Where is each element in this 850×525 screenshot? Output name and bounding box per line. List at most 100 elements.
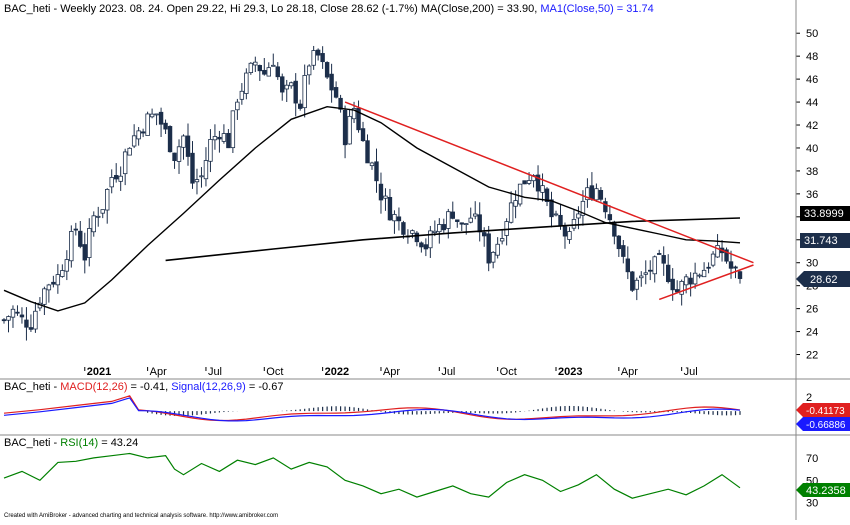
candle-body bbox=[495, 243, 500, 256]
candle-body bbox=[297, 103, 303, 109]
candle-body bbox=[558, 214, 563, 226]
x-axis-tick-label: Oct bbox=[500, 366, 517, 378]
candle-body bbox=[468, 217, 473, 223]
candle-body bbox=[616, 235, 622, 250]
candle-body bbox=[306, 65, 312, 76]
candle-body bbox=[239, 90, 245, 100]
signal-tag-text: -0.66886 bbox=[806, 420, 846, 431]
candle-body bbox=[369, 162, 375, 167]
ma50-tag-text: 31.743 bbox=[804, 235, 838, 247]
candle-body bbox=[378, 183, 384, 201]
candle-body bbox=[517, 183, 523, 205]
signal-line bbox=[3, 397, 741, 422]
macd-tag: -0.41173 bbox=[796, 403, 850, 417]
candle-body bbox=[194, 179, 200, 183]
candle-body bbox=[652, 256, 657, 275]
candle-body bbox=[60, 270, 65, 277]
candle-body bbox=[226, 132, 231, 149]
candle-body bbox=[504, 221, 509, 236]
candle-body bbox=[69, 231, 74, 262]
candle-body bbox=[221, 133, 227, 142]
candle-body bbox=[167, 126, 173, 153]
candle-body bbox=[118, 175, 123, 182]
candle-body bbox=[28, 327, 34, 330]
rsi-tag: 43.2358 bbox=[796, 483, 850, 497]
candle-body bbox=[459, 222, 464, 225]
candle-body bbox=[513, 200, 518, 207]
macd-value: = -0.41, bbox=[128, 381, 172, 393]
candle-body bbox=[324, 62, 330, 78]
signal-label: Signal(12,26,9) bbox=[171, 381, 246, 393]
candle-body bbox=[423, 244, 429, 250]
rsi-line bbox=[3, 452, 741, 499]
candle-body bbox=[289, 82, 294, 87]
candle-body bbox=[82, 244, 87, 261]
candle-body bbox=[473, 213, 478, 217]
candle-body bbox=[113, 175, 119, 180]
candle-body bbox=[392, 214, 397, 222]
candle-body bbox=[625, 258, 631, 273]
macd-label: MACD(12,26) bbox=[60, 381, 127, 393]
candle-body bbox=[728, 261, 734, 269]
candle-body bbox=[55, 274, 61, 286]
candle-body bbox=[73, 228, 79, 231]
candle-body bbox=[127, 147, 132, 156]
ma50-tag: 31.743 bbox=[800, 233, 850, 248]
x-axis-tick-label: Oct bbox=[266, 366, 283, 378]
candle-body bbox=[275, 66, 280, 78]
candle-body bbox=[172, 152, 177, 162]
candle-body bbox=[208, 139, 213, 162]
rsi-header: BAC_heti - RSI(14) = 43.24 bbox=[4, 437, 138, 449]
x-axis-tick-label: 2021 bbox=[87, 366, 111, 378]
signal-tag: -0.66886 bbox=[796, 417, 850, 431]
candle-body bbox=[244, 72, 249, 94]
candle-body bbox=[145, 113, 150, 136]
price-y-tick-label: 46 bbox=[806, 74, 818, 86]
x-axis-tick-label: Jul bbox=[441, 366, 455, 378]
candle-body bbox=[499, 238, 505, 242]
candle-body bbox=[540, 185, 545, 193]
candle-body bbox=[661, 255, 666, 264]
candle-body bbox=[576, 213, 581, 219]
candle-body bbox=[692, 272, 698, 285]
candle-body bbox=[262, 69, 267, 75]
candle-body bbox=[589, 185, 595, 200]
candle-body bbox=[446, 211, 451, 229]
candle-body bbox=[733, 266, 738, 269]
candle-body bbox=[78, 230, 83, 247]
candle-body bbox=[163, 122, 168, 130]
price-y-tick-label: 22 bbox=[806, 350, 818, 362]
candle-body bbox=[154, 113, 159, 116]
macd-tag-text: -0.41173 bbox=[806, 406, 845, 417]
candle-body bbox=[607, 214, 613, 221]
candle-body bbox=[674, 289, 680, 293]
candle-body bbox=[639, 275, 644, 279]
candle-body bbox=[603, 201, 608, 213]
x-axis-tick-label: Apr bbox=[621, 366, 638, 378]
candle-body bbox=[131, 135, 137, 147]
candle-body bbox=[235, 101, 240, 111]
macd-line bbox=[3, 395, 741, 422]
candle-body bbox=[571, 218, 577, 229]
candle-body bbox=[508, 202, 514, 223]
candle-body bbox=[338, 97, 343, 110]
candle-body bbox=[383, 195, 388, 199]
candle-body bbox=[1, 319, 7, 322]
candle-body bbox=[140, 131, 146, 134]
candle-body bbox=[302, 75, 307, 109]
candle-body bbox=[217, 136, 222, 140]
x-axis-tick-label: Apr bbox=[150, 366, 167, 378]
candle-body bbox=[401, 222, 406, 235]
signal-value: = -0.67 bbox=[246, 381, 284, 393]
candle-body bbox=[311, 50, 316, 66]
price-y-tick-label: 38 bbox=[806, 166, 818, 178]
candle-body bbox=[365, 140, 370, 164]
ma200-tag: 33.8999 bbox=[800, 206, 850, 221]
candle-body bbox=[580, 200, 586, 216]
candle-body bbox=[100, 209, 105, 214]
candle-body bbox=[567, 231, 572, 240]
candle-body bbox=[737, 271, 743, 279]
trendline-resistance bbox=[344, 101, 754, 264]
candle-body bbox=[248, 62, 254, 73]
